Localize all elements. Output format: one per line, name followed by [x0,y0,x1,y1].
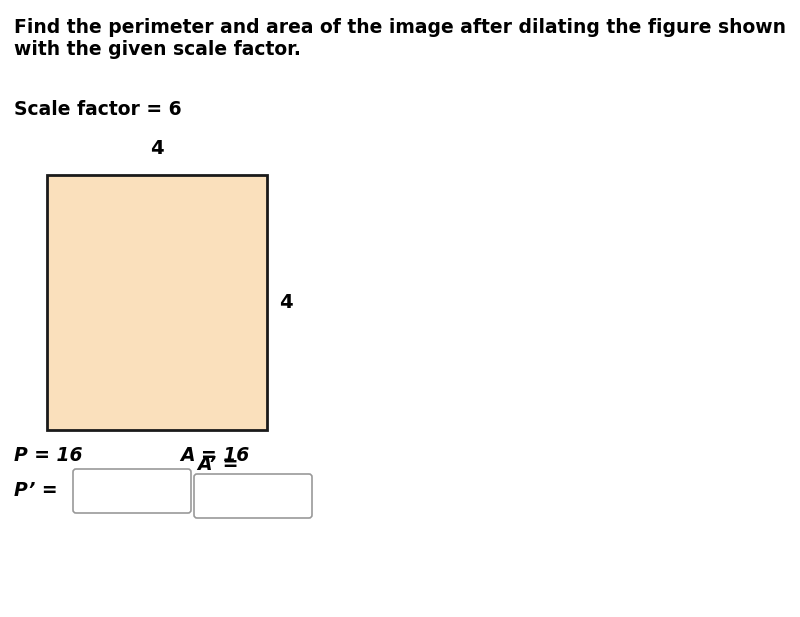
Text: A = 16: A = 16 [180,446,250,465]
Text: Find the perimeter and area of the image after dilating the figure shown: Find the perimeter and area of the image… [14,18,786,37]
Text: P’ =: P’ = [14,481,58,500]
Text: A’ =: A’ = [197,455,238,474]
Text: Scale factor = 6: Scale factor = 6 [14,100,182,119]
FancyBboxPatch shape [73,469,191,513]
Text: 4: 4 [279,292,293,312]
FancyBboxPatch shape [194,474,312,518]
Bar [47,175,267,430]
Text: with the given scale factor.: with the given scale factor. [14,40,301,59]
Text: P = 16: P = 16 [14,446,82,465]
Text: 4: 4 [150,139,164,158]
